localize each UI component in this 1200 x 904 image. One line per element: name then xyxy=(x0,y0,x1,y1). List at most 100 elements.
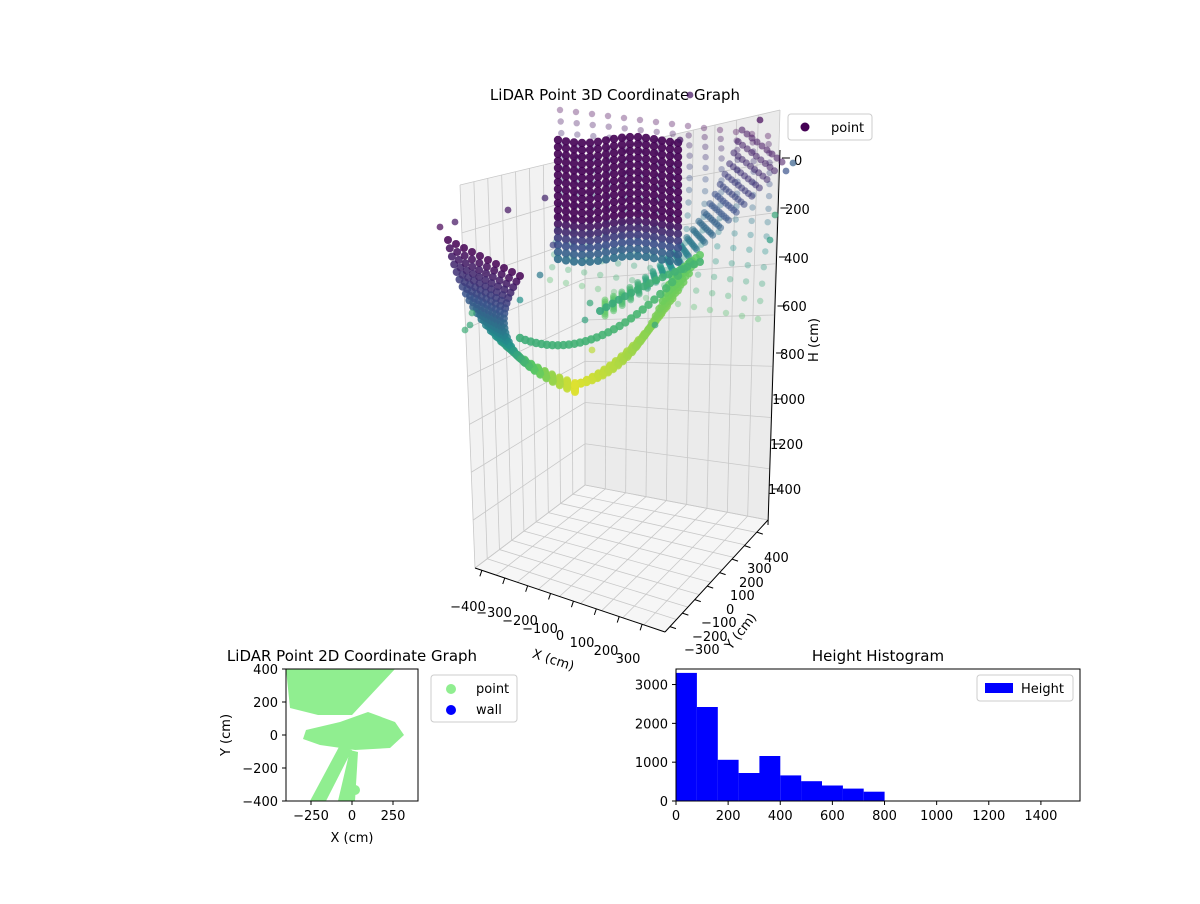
lidar-point xyxy=(590,132,597,140)
lidar-point xyxy=(589,121,596,129)
grid-line xyxy=(511,539,700,596)
lidar-point xyxy=(585,180,595,189)
lidar-point xyxy=(641,231,651,241)
lidar-point xyxy=(665,137,675,147)
lidar-point xyxy=(689,260,698,269)
lidar-point xyxy=(444,236,452,244)
x-tick-label: 200 xyxy=(716,809,741,824)
y-tick xyxy=(669,626,677,630)
lidar-point xyxy=(488,273,497,281)
lidar-point xyxy=(649,149,659,158)
lidar-point xyxy=(641,196,651,206)
lidar-point xyxy=(694,271,702,278)
lidar-point xyxy=(577,243,587,253)
lidar-point xyxy=(684,122,692,130)
lidar-point xyxy=(732,128,740,136)
lidar-point xyxy=(447,252,456,261)
lidar-point xyxy=(748,217,755,225)
lidar-point xyxy=(657,248,667,257)
lidar-point xyxy=(651,321,659,329)
lidar-point xyxy=(649,240,659,249)
lidar-point xyxy=(633,285,642,294)
lidar-point xyxy=(702,153,709,161)
lidar-point xyxy=(683,225,690,233)
grid-line xyxy=(622,511,728,619)
x-tick xyxy=(525,585,529,592)
z-tick-label: 400 xyxy=(784,252,809,267)
grid-line xyxy=(706,124,716,509)
lidar-point xyxy=(601,206,611,215)
lidar-point xyxy=(609,253,619,263)
lidar-point xyxy=(701,200,708,207)
lidar-point xyxy=(677,265,686,274)
z-tick-label: 0 xyxy=(794,154,802,169)
lidar-point xyxy=(718,145,725,152)
x-tick-label: −100 xyxy=(522,622,558,637)
lidar-point xyxy=(577,187,587,197)
lidar-point xyxy=(764,219,771,226)
lidar-point xyxy=(601,234,611,243)
lidar-point xyxy=(469,269,477,278)
x-tick-label: 800 xyxy=(872,809,897,824)
lidar-point xyxy=(617,224,627,233)
x-tick-label: 300 xyxy=(616,652,641,667)
lidar-point xyxy=(746,246,753,253)
lidar-point xyxy=(665,235,675,245)
lidar-point xyxy=(673,187,683,196)
lidar-point xyxy=(569,208,579,217)
lidar-point xyxy=(569,180,579,189)
lidar-point xyxy=(625,181,635,191)
lidar-point xyxy=(617,140,627,149)
lidar-point xyxy=(569,257,579,266)
lidar-point xyxy=(617,252,627,261)
lidar-point xyxy=(561,200,571,209)
lidar-point xyxy=(673,250,683,259)
lidar-point xyxy=(553,219,563,229)
lidar-point xyxy=(605,123,612,130)
lidar-point xyxy=(561,221,571,230)
lidar-point xyxy=(593,242,603,251)
lidar-point xyxy=(482,262,491,271)
lidar-point xyxy=(578,282,586,290)
lidar-point xyxy=(609,218,619,228)
lidar-point xyxy=(577,250,587,260)
lidar-point xyxy=(652,276,661,285)
lidar-point xyxy=(702,176,709,183)
lidar-point xyxy=(649,254,659,263)
plot-frame-histogram xyxy=(675,668,1081,802)
grid-line xyxy=(643,515,748,626)
lidar-point xyxy=(453,248,462,256)
lidar-point xyxy=(617,168,627,177)
lidar-point xyxy=(569,236,579,245)
lidar-point xyxy=(641,224,651,234)
grid-line xyxy=(542,164,549,513)
y-tick-label: −400 xyxy=(242,795,278,810)
lidar-point xyxy=(673,173,683,182)
lidar-point xyxy=(701,188,709,195)
lidar-point xyxy=(476,252,484,260)
histogram-bar xyxy=(863,791,885,801)
lidar-point xyxy=(475,266,484,275)
lidar-point xyxy=(665,207,675,217)
x-tick-label: 1000 xyxy=(920,809,953,824)
lidar-point xyxy=(609,183,619,193)
grid-line xyxy=(515,171,525,532)
lidar-point xyxy=(602,303,611,312)
lidar-point xyxy=(633,216,643,226)
lidar-point xyxy=(627,288,636,297)
legend-point-label: point xyxy=(476,682,509,697)
lidar-point xyxy=(625,202,635,212)
lidar-point xyxy=(657,136,667,145)
lidar-point xyxy=(585,215,595,224)
lidar-point xyxy=(649,212,659,221)
lidar-point xyxy=(649,142,659,151)
lidar-point xyxy=(625,244,635,254)
lidar-point xyxy=(665,242,675,252)
lidar-point xyxy=(625,167,635,177)
lidar-point xyxy=(569,152,579,161)
lidar-point xyxy=(569,138,579,147)
lidar-point xyxy=(549,264,556,271)
lidar-point xyxy=(630,262,638,269)
lidar-point xyxy=(561,242,571,251)
lidar-point xyxy=(553,254,563,264)
